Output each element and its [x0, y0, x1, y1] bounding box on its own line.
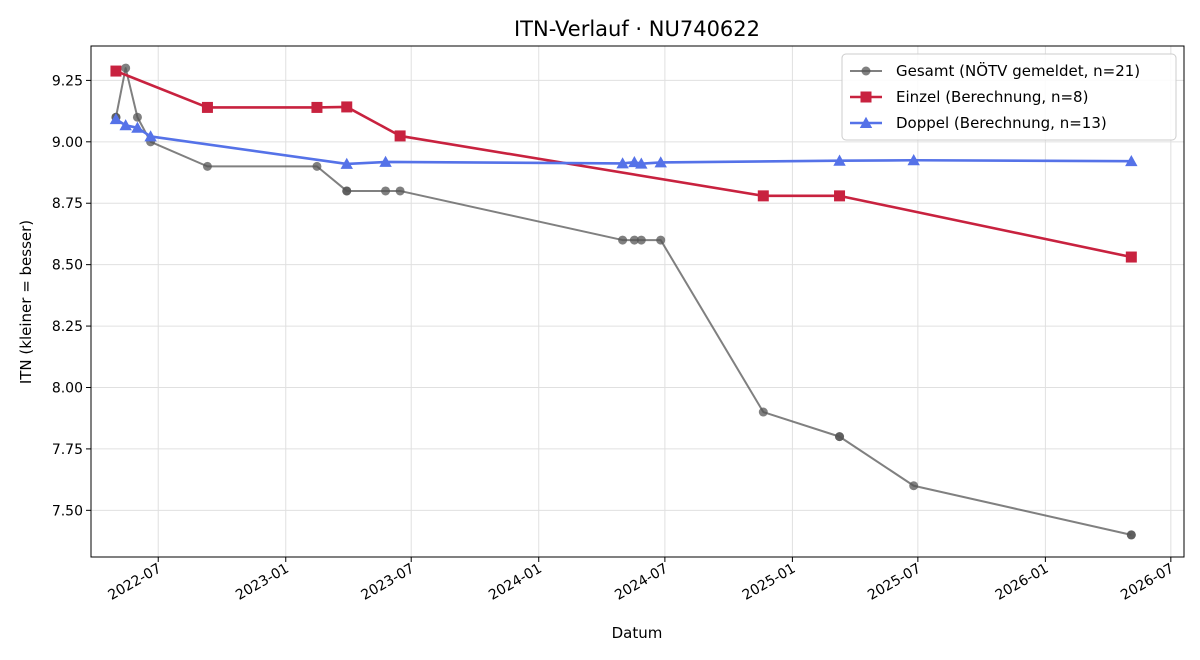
data-point	[340, 157, 353, 169]
data-point	[834, 190, 846, 202]
series-line	[115, 69, 1132, 259]
data-point	[341, 101, 353, 113]
data-point	[757, 190, 769, 202]
y-tick-label: 8.75	[52, 196, 83, 212]
y-tick-label: 8.50	[52, 258, 83, 274]
legend-label: Gesamt (NÖTV gemeldet, n=21)	[896, 61, 1140, 80]
data-point	[860, 91, 872, 103]
data-point	[311, 101, 323, 113]
x-tick-label: 2022-07	[106, 561, 165, 604]
data-point	[201, 101, 213, 113]
data-point	[1125, 155, 1138, 167]
data-point	[859, 116, 873, 128]
data-point	[121, 63, 131, 73]
data-point	[312, 161, 322, 171]
data-point	[635, 157, 648, 169]
data-point	[909, 481, 919, 491]
legend-label: Einzel (Berechnung, n=8)	[896, 88, 1088, 106]
x-tick-label: 2024-07	[612, 561, 671, 604]
y-tick-label: 8.00	[52, 380, 83, 396]
data-point	[758, 407, 768, 417]
legend: Gesamt (NÖTV gemeldet, n=21) Einzel (Bere…	[841, 53, 1177, 141]
data-point	[379, 155, 392, 167]
data-point	[656, 235, 666, 245]
data-point	[629, 235, 639, 245]
data-point	[110, 65, 122, 77]
y-tick-label: 7.50	[52, 503, 83, 519]
data-point	[618, 235, 628, 245]
data-point	[1125, 251, 1137, 263]
legend-item-3: Doppel (Berechnung, n=13)	[850, 114, 1107, 132]
data-point	[109, 113, 123, 125]
x-tick-label: 2023-07	[359, 561, 418, 604]
series-layer	[109, 63, 1138, 540]
x-tick-label: 2026-01	[993, 561, 1052, 604]
data-point	[394, 130, 406, 142]
chart-title: ITN-Verlauf · NU740622	[514, 17, 760, 41]
data-point	[131, 121, 144, 133]
x-tick-label: 2025-01	[740, 561, 799, 604]
x-tick-label: 2024-01	[486, 561, 545, 604]
data-point	[654, 156, 667, 168]
plot-frame	[90, 45, 1185, 558]
legend-item-2: Einzel (Berechnung, n=8)	[850, 88, 1088, 106]
grid	[91, 46, 1184, 557]
data-point	[202, 161, 212, 171]
y-axis: 7.50 7.75 8.00 8.25 8.50 8.75 9.00 9.25	[52, 73, 91, 519]
x-tick-label: 2025-07	[865, 561, 924, 604]
data-point	[616, 157, 629, 169]
legend-item-1: Gesamt (NÖTV gemeldet, n=21)	[850, 61, 1140, 80]
data-point	[835, 432, 845, 442]
y-tick-label: 7.75	[52, 442, 83, 458]
data-point	[861, 66, 871, 76]
legend-label: Doppel (Berechnung, n=13)	[896, 114, 1107, 132]
legend-box	[841, 53, 1177, 141]
y-tick-label: 8.25	[52, 319, 83, 335]
x-tick-label: 2026-07	[1118, 561, 1177, 604]
y-axis-label: ITN (kleiner = besser)	[17, 220, 35, 384]
x-axis-label: Datum	[612, 624, 663, 642]
data-point	[833, 154, 846, 166]
data-point	[132, 112, 142, 122]
data-point	[395, 186, 405, 196]
data-point	[381, 186, 391, 196]
series-3	[109, 113, 1138, 169]
y-tick-label: 9.00	[52, 135, 83, 151]
x-tick-label: 2023-01	[233, 561, 292, 604]
y-tick-label: 9.25	[52, 73, 83, 89]
data-point	[342, 186, 352, 196]
data-point	[119, 119, 132, 131]
series-2	[110, 65, 1137, 263]
x-axis: 2022-07 2023-01 2023-07 2024-01 2024-07 2025-…	[106, 557, 1177, 604]
data-point	[636, 235, 646, 245]
data-point	[1126, 530, 1136, 540]
data-point	[144, 130, 157, 142]
data-point	[907, 154, 920, 166]
series-1	[111, 63, 1136, 540]
